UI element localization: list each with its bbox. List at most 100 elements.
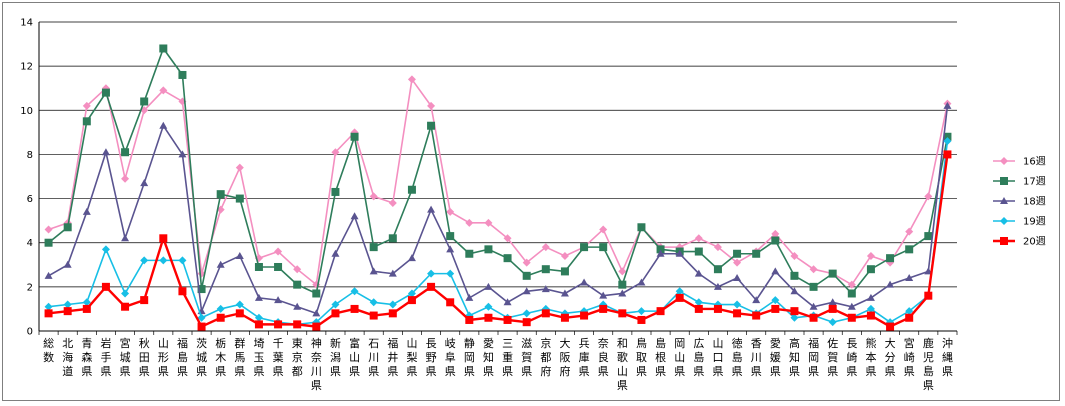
- data-point-series-5: [905, 313, 914, 322]
- y-tick-label: 2: [27, 282, 33, 293]
- x-category-label: 県: [732, 365, 743, 378]
- x-category-label: 山: [712, 337, 723, 350]
- data-point-series-5: [866, 311, 875, 320]
- data-point-series-4: [197, 313, 206, 322]
- x-category-label: 根: [655, 350, 666, 364]
- data-point-series-5: [388, 309, 397, 318]
- data-point-series-3: [828, 298, 837, 306]
- x-category-label: 千: [273, 337, 284, 350]
- data-point-series-2: [369, 243, 378, 252]
- data-point-series-2: [235, 194, 244, 203]
- data-point-series-1: [331, 148, 340, 157]
- data-point-series-2: [44, 238, 53, 247]
- data-point-series-4: [140, 256, 149, 265]
- legend-label: 16週: [1023, 156, 1046, 168]
- data-point-series-4: [101, 245, 110, 254]
- data-point-series-1: [771, 229, 780, 238]
- data-point-series-3: [331, 249, 340, 257]
- data-point-series-5: [312, 322, 321, 331]
- data-point-series-3: [580, 278, 589, 286]
- data-point-series-3: [465, 293, 474, 301]
- x-category-label: 潟: [330, 351, 341, 364]
- data-point-series-5: [637, 315, 646, 324]
- data-point-series-4: [44, 302, 53, 311]
- data-point-series-5: [752, 311, 761, 320]
- x-category-label: 岩: [100, 336, 111, 350]
- data-point-series-1: [790, 251, 799, 260]
- data-point-series-3: [733, 274, 742, 282]
- x-category-label: 崎: [846, 350, 857, 364]
- x-category-label: 県: [215, 365, 226, 378]
- data-point-series-1: [465, 218, 474, 227]
- x-category-label: 城: [120, 351, 131, 364]
- data-point-series-1: [733, 258, 742, 267]
- x-category-label: 富: [349, 336, 360, 350]
- data-point-series-1: [905, 227, 914, 236]
- data-point-series-3: [694, 269, 703, 277]
- data-point-series-5: [828, 304, 837, 313]
- data-point-series-2: [465, 249, 474, 258]
- x-category-label: 県: [617, 379, 628, 392]
- data-point-series-2: [771, 236, 780, 245]
- x-category-label: 県: [387, 365, 398, 378]
- x-category-label: 神: [311, 336, 322, 350]
- data-point-series-5: [465, 315, 474, 324]
- x-category-label: 庫: [579, 350, 590, 364]
- data-point-series-5: [580, 311, 589, 320]
- x-category-label: 県: [196, 365, 207, 378]
- data-point-series-4: [427, 269, 436, 278]
- data-point-series-1: [618, 267, 627, 276]
- data-point-series-2: [254, 262, 263, 271]
- x-category-label: 道: [62, 364, 73, 378]
- data-point-series-4: [63, 300, 72, 309]
- x-category-label: 山: [349, 351, 360, 364]
- x-category-label: 野: [426, 351, 437, 364]
- data-point-series-3: [101, 148, 110, 156]
- data-point-series-3: [771, 267, 780, 275]
- data-point-series-4: [121, 289, 130, 298]
- data-point-series-5: [560, 313, 569, 322]
- data-point-series-5: [943, 150, 952, 159]
- x-category-label: 宮: [120, 336, 131, 350]
- x-category-label: 媛: [770, 350, 781, 364]
- data-point-series-3: [847, 302, 856, 310]
- data-point-series-5: [101, 282, 110, 291]
- x-category-label: 奈: [598, 336, 609, 350]
- x-category-label: 県: [330, 365, 341, 378]
- y-tick-label: 12: [20, 62, 33, 73]
- x-category-label: 青: [81, 337, 92, 350]
- data-point-series-2: [63, 223, 72, 232]
- x-category-label: 賀: [827, 351, 838, 364]
- x-category-label: 阜: [445, 351, 456, 364]
- x-category-label: 県: [712, 365, 723, 378]
- data-point-series-4: [178, 256, 187, 265]
- x-category-label: 井: [387, 350, 398, 364]
- series-line-5: [48, 154, 949, 329]
- data-point-series-4: [407, 289, 416, 298]
- x-category-label: 県: [368, 365, 379, 378]
- data-point-series-3: [350, 212, 359, 220]
- data-point-series-4: [82, 298, 91, 307]
- data-point-series-4: [235, 300, 244, 309]
- x-category-label: 城: [196, 351, 207, 364]
- x-category-label: 歌: [617, 350, 628, 364]
- x-category-label: 埼: [253, 336, 264, 350]
- x-category-label: 三: [502, 337, 513, 350]
- data-point-series-3: [140, 179, 149, 187]
- data-point-series-3: [656, 249, 665, 257]
- x-category-label: 県: [406, 365, 417, 378]
- data-point-series-2: [197, 285, 206, 294]
- data-point-series-4: [637, 307, 646, 316]
- data-point-series-1: [522, 258, 531, 267]
- data-point-series-1: [274, 247, 283, 256]
- x-category-label: 県: [904, 365, 915, 378]
- y-tick-label: 8: [27, 150, 33, 161]
- data-point-series-2: [560, 267, 569, 276]
- x-category-label: 県: [177, 365, 188, 378]
- x-category-label: 県: [770, 365, 781, 378]
- x-category-label: 茨: [196, 336, 207, 350]
- x-category-label: 本: [865, 350, 876, 364]
- x-category-label: 府: [559, 364, 570, 378]
- x-category-label: 和: [617, 337, 628, 350]
- data-point-series-3: [618, 289, 627, 297]
